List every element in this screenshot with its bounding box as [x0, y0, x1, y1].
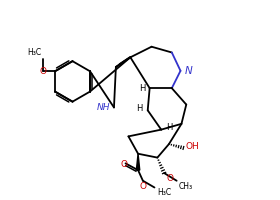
- Text: NH: NH: [97, 103, 110, 112]
- Text: N: N: [184, 66, 192, 76]
- Text: H: H: [166, 123, 172, 132]
- Polygon shape: [136, 154, 140, 170]
- Text: H₃C: H₃C: [157, 188, 171, 197]
- Text: H₃C: H₃C: [27, 48, 41, 57]
- Text: O: O: [166, 174, 173, 183]
- Text: OH: OH: [185, 142, 199, 151]
- Text: H: H: [137, 104, 143, 113]
- Text: O: O: [121, 160, 128, 169]
- Text: CH₃: CH₃: [179, 182, 193, 191]
- Text: O: O: [40, 67, 47, 76]
- Text: H: H: [139, 84, 146, 93]
- Text: O: O: [139, 182, 146, 191]
